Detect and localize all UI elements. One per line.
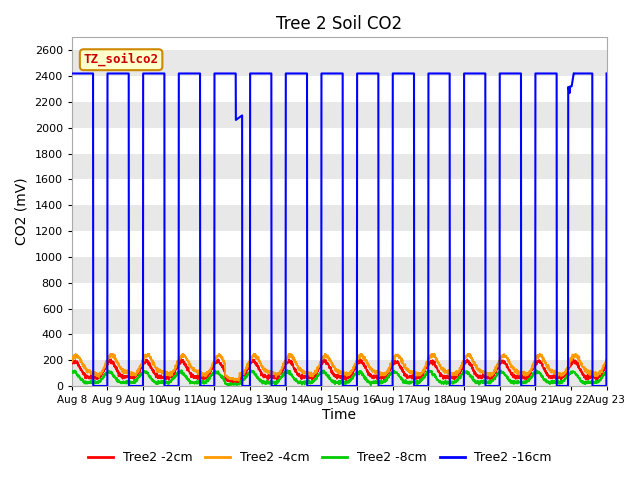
Tree2 -4cm (535, 352, 543, 358)
Bar (72, 102, 607, 128)
Tree2 -16cm (296, 71, 304, 76)
Tree2 -2cm (296, 373, 304, 379)
Tree2 -8cm (273, 378, 281, 384)
Bar (72, 205, 607, 231)
Tree2 -8cm (296, 379, 304, 384)
Bar (72, 360, 607, 386)
Tree2 -2cm (603, 361, 611, 367)
Bar (72, 309, 607, 335)
Tree2 -2cm (535, 357, 543, 363)
Legend: Tree2 -2cm, Tree2 -4cm, Tree2 -8cm, Tree2 -16cm: Tree2 -2cm, Tree2 -4cm, Tree2 -8cm, Tree… (83, 446, 557, 469)
Tree2 -2cm (129, 375, 137, 381)
Tree2 -16cm (570, 71, 577, 76)
Tree2 -8cm (367, 383, 374, 388)
X-axis label: Time: Time (322, 408, 356, 422)
Tree2 -16cm (273, 383, 281, 389)
Tree2 -2cm (273, 375, 281, 381)
Tree2 -16cm (603, 71, 611, 76)
Tree2 -2cm (234, 380, 242, 385)
Tree2 -8cm (129, 380, 137, 385)
Bar (72, 283, 607, 309)
Tree2 -4cm (296, 366, 304, 372)
Bar (72, 257, 607, 283)
Tree2 -8cm (68, 370, 76, 376)
Line: Tree2 -8cm: Tree2 -8cm (72, 370, 607, 385)
Tree2 -4cm (593, 372, 600, 377)
Tree2 -8cm (161, 380, 168, 385)
Tree2 -4cm (68, 359, 76, 365)
Line: Tree2 -16cm: Tree2 -16cm (72, 73, 607, 386)
Line: Tree2 -2cm: Tree2 -2cm (72, 358, 607, 383)
Tree2 -16cm (90, 383, 97, 389)
Bar (72, 50, 607, 76)
Title: Tree 2 Soil CO2: Tree 2 Soil CO2 (276, 15, 403, 33)
Tree2 -16cm (535, 71, 543, 76)
Tree2 -2cm (161, 373, 168, 379)
Tree2 -4cm (129, 372, 137, 378)
Tree2 -16cm (68, 71, 76, 76)
Bar (72, 180, 607, 205)
Tree2 -2cm (593, 374, 600, 380)
Tree2 -4cm (603, 359, 611, 364)
Text: TZ_soilco2: TZ_soilco2 (84, 53, 159, 66)
Tree2 -16cm (161, 383, 168, 389)
Line: Tree2 -4cm: Tree2 -4cm (72, 354, 607, 381)
Bar (72, 231, 607, 257)
Tree2 -8cm (593, 380, 600, 385)
Tree2 -16cm (593, 383, 600, 389)
Y-axis label: CO2 (mV): CO2 (mV) (15, 178, 29, 245)
Bar (72, 335, 607, 360)
Tree2 -8cm (603, 369, 611, 374)
Tree2 -2cm (68, 360, 76, 366)
Bar (72, 128, 607, 154)
Tree2 -16cm (129, 383, 137, 389)
Bar (72, 154, 607, 180)
Tree2 -4cm (161, 370, 168, 375)
Tree2 -8cm (284, 367, 291, 373)
Tree2 -2cm (105, 355, 113, 361)
Tree2 -8cm (535, 369, 543, 374)
Tree2 -4cm (179, 351, 187, 357)
Tree2 -4cm (235, 378, 243, 384)
Tree2 -4cm (273, 371, 281, 377)
Bar (72, 76, 607, 102)
